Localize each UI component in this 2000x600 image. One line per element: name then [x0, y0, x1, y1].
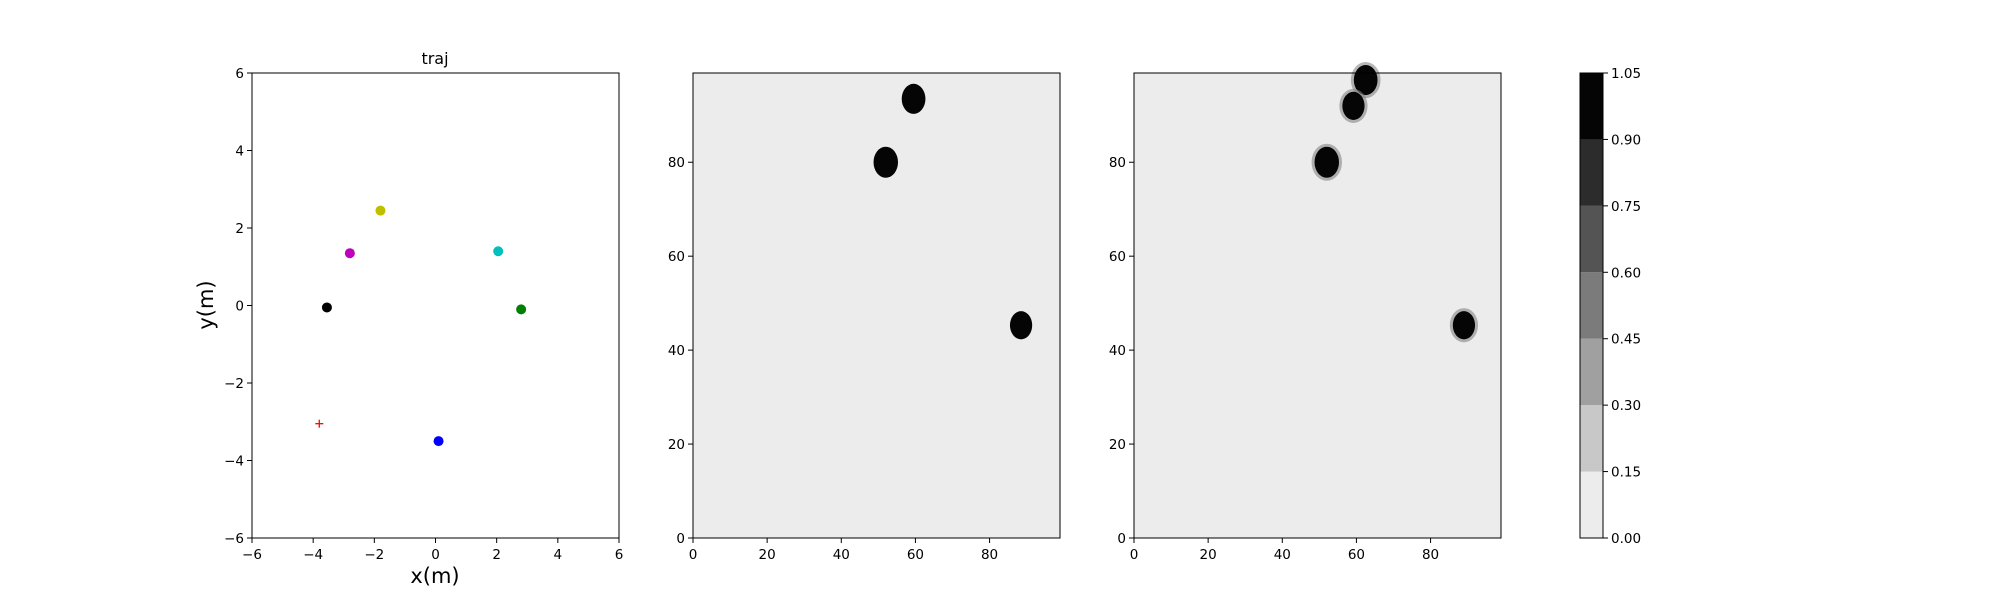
traj-point	[433, 436, 444, 447]
heatmap-1-blob	[873, 146, 899, 178]
traj-y-tick-label: −4	[224, 454, 244, 470]
colorbar: 0.00 0.15 0.30 0.45 0.60 0.75 0.90 1.05	[1579, 66, 1641, 547]
heatmap-1-y-tick-label: 20	[668, 437, 685, 453]
heatmap-2-y-tick-label: 0	[1117, 531, 1126, 547]
colorbar-ticks: 0.00 0.15 0.30 0.45 0.60 0.75 0.90 1.05	[1603, 66, 1641, 547]
traj-title: traj	[421, 49, 448, 68]
colorbar-band	[1580, 139, 1603, 206]
colorbar-band	[1580, 405, 1603, 472]
colorbar-tick-label: 0.00	[1611, 531, 1641, 547]
traj-y-tick-label: 6	[235, 66, 244, 82]
traj-x-tick-label: 2	[492, 547, 501, 563]
heatmap-2-y-tick-label: 40	[1109, 343, 1126, 359]
traj-y-ticks: −6 −4 −2 0 2 4 6	[224, 66, 252, 547]
colorbar-tick-label: 0.75	[1611, 199, 1641, 215]
heatmap-2-blobs	[1311, 62, 1479, 343]
traj-point	[516, 304, 527, 315]
heatmap-2-axes-frame	[1133, 72, 1502, 539]
colorbar-bands	[1580, 73, 1603, 538]
traj-point	[321, 302, 332, 313]
colorbar-band	[1580, 272, 1603, 339]
heatmap-2-x-tick-label: 20	[1200, 547, 1217, 563]
traj-y-tick-label: 0	[235, 299, 244, 315]
colorbar-band	[1580, 73, 1603, 140]
heatmap-2-background	[1134, 73, 1501, 538]
traj-axes-frame	[251, 72, 620, 539]
traj-x-tick-label: 6	[615, 547, 624, 563]
heatmap-2-blob	[1342, 91, 1365, 120]
heatmap-2-blob	[1452, 311, 1476, 340]
heatmap-2-y-tick-label: 20	[1109, 437, 1126, 453]
colorbar-band	[1580, 338, 1603, 406]
heatmap-1-background	[693, 73, 1060, 538]
traj-x-tick-label: 4	[554, 547, 563, 563]
colorbar-band	[1580, 205, 1603, 273]
heatmap-1-blobs	[873, 83, 1033, 340]
heatmap-1-x-tick-label: 0	[689, 547, 698, 563]
heatmap-panel-2: 0 20 40 60 80 0 20 40 60 80	[1109, 62, 1502, 563]
heatmap-2-y-tick-label: 60	[1109, 249, 1126, 265]
colorbar-tick-label: 0.30	[1611, 398, 1641, 414]
traj-points	[315, 205, 527, 447]
heatmap-1-y-ticks: 0 20 40 60 80	[668, 155, 693, 547]
heatmap-2-x-tick-label: 40	[1274, 547, 1291, 563]
colorbar-tick-label: 1.05	[1611, 66, 1641, 82]
traj-y-tick-label: 2	[235, 221, 244, 237]
traj-x-tick-label: −6	[242, 547, 262, 563]
heatmap-1-y-tick-label: 40	[668, 343, 685, 359]
heatmap-2-x-tick-label: 0	[1130, 547, 1139, 563]
traj-x-ticks: −6 −4 −2 0 2 4 6	[242, 538, 623, 563]
traj-point	[344, 248, 355, 259]
traj-y-tick-label: 4	[235, 144, 244, 160]
heatmap-1-x-tick-label: 60	[907, 547, 924, 563]
heatmap-2-y-ticks: 0 20 40 60 80	[1109, 155, 1134, 547]
heatmap-1-x-tick-label: 20	[759, 547, 776, 563]
traj-x-axis-label: x(m)	[410, 564, 459, 588]
traj-y-tick-label: −6	[224, 531, 244, 547]
colorbar-band	[1580, 471, 1603, 538]
colorbar-tick-label: 0.60	[1611, 265, 1641, 281]
heatmap-1-y-tick-label: 0	[676, 531, 685, 547]
traj-marker-plus	[315, 419, 324, 428]
traj-x-tick-label: 0	[431, 547, 440, 563]
traj-x-tick-label: −2	[364, 547, 384, 563]
heatmap-2-y-tick-label: 80	[1109, 155, 1126, 171]
heatmap-2-x-ticks: 0 20 40 60 80	[1130, 538, 1439, 563]
heatmap-1-blob	[901, 83, 926, 114]
traj-x-tick-label: −4	[303, 547, 323, 563]
colorbar-tick-label: 0.45	[1611, 332, 1641, 348]
heatmap-1-blob	[1009, 311, 1033, 340]
traj-panel: traj −6 −4 −2 0 2 4 6 −6 −4 −2 0 2 4 6 x(m) y(m)	[194, 49, 623, 588]
traj-point	[375, 205, 386, 216]
heatmap-1-x-ticks: 0 20 40 60 80	[689, 538, 998, 563]
heatmap-2-blob	[1314, 146, 1340, 178]
traj-y-tick-label: −2	[224, 376, 244, 392]
colorbar-frame	[1579, 72, 1604, 539]
traj-point	[493, 246, 504, 257]
traj-y-axis-label: y(m)	[194, 280, 218, 329]
heatmap-1-x-tick-label: 40	[833, 547, 850, 563]
heatmap-1-y-tick-label: 60	[668, 249, 685, 265]
colorbar-tick-label: 0.90	[1611, 132, 1641, 148]
heatmap-2-x-tick-label: 60	[1348, 547, 1365, 563]
heatmap-panel-1: 0 20 40 60 80 0 20 40 60 80	[668, 72, 1061, 563]
heatmap-2-x-tick-label: 80	[1422, 547, 1439, 563]
heatmap-1-axes-frame	[692, 72, 1061, 539]
heatmap-1-y-tick-label: 80	[668, 155, 685, 171]
heatmap-1-x-tick-label: 80	[981, 547, 998, 563]
colorbar-tick-label: 0.15	[1611, 465, 1641, 481]
